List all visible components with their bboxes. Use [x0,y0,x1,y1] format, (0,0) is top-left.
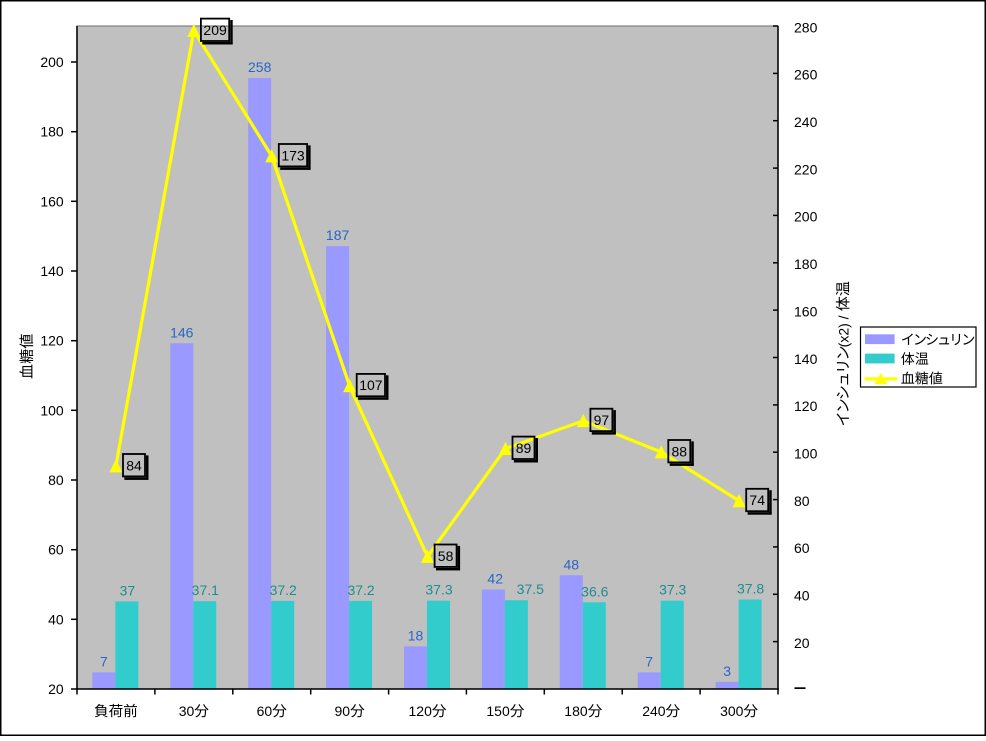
svg-text:120: 120 [40,333,64,349]
svg-text:240: 240 [794,114,818,130]
svg-text:20: 20 [794,635,810,651]
svg-text:(x2) /: (x2) / [835,315,851,347]
svg-text:150: 150 [486,703,510,719]
svg-text:48: 48 [564,556,580,572]
svg-text:100: 100 [40,402,64,418]
svg-text:120: 120 [794,398,818,414]
svg-text:89: 89 [516,440,532,456]
svg-text:18: 18 [408,627,424,643]
svg-text:80: 80 [48,472,64,488]
svg-text:260: 260 [794,67,818,83]
svg-text:37: 37 [120,582,136,598]
svg-text:140: 140 [794,351,818,367]
svg-text:280: 280 [794,19,818,35]
svg-text:180: 180 [564,703,588,719]
svg-text:240: 240 [642,703,666,719]
svg-text:160: 160 [794,303,818,319]
svg-text:100: 100 [794,446,818,462]
svg-text:180: 180 [794,256,818,272]
svg-text:146: 146 [170,324,194,340]
svg-text:120: 120 [409,703,433,719]
svg-text:60: 60 [794,540,810,556]
svg-text:37.3: 37.3 [659,582,686,598]
svg-text:40: 40 [794,588,810,604]
svg-text:60: 60 [257,703,273,719]
svg-text:180: 180 [40,124,64,140]
svg-text:200: 200 [794,209,818,225]
svg-text:173: 173 [281,147,305,163]
svg-text:200: 200 [40,54,64,70]
svg-text:7: 7 [100,653,108,669]
svg-text:37.5: 37.5 [517,581,544,597]
svg-text:37.2: 37.2 [347,582,374,598]
svg-text:30: 30 [179,703,195,719]
svg-text:160: 160 [40,193,64,209]
svg-text:36.6: 36.6 [581,583,608,599]
svg-text:37.8: 37.8 [737,581,764,597]
svg-text:7: 7 [645,653,653,669]
svg-text:20: 20 [48,681,64,697]
svg-text:97: 97 [594,412,610,428]
svg-text:90: 90 [335,703,351,719]
svg-text:187: 187 [326,227,350,243]
svg-text:37.2: 37.2 [270,582,297,598]
svg-text:300: 300 [720,703,744,719]
svg-text:258: 258 [248,59,272,75]
svg-text:107: 107 [359,377,383,393]
svg-text:37.1: 37.1 [192,582,219,598]
svg-text:88: 88 [672,443,688,459]
svg-text:80: 80 [794,493,810,509]
svg-text:58: 58 [438,548,454,564]
svg-text:220: 220 [794,161,818,177]
svg-text:60: 60 [48,542,64,558]
svg-text:37.3: 37.3 [425,582,452,598]
svg-text:42: 42 [487,571,503,587]
svg-text:84: 84 [126,457,142,473]
svg-text:3: 3 [723,663,731,679]
svg-text:40: 40 [48,611,64,627]
svg-text:209: 209 [203,22,227,38]
svg-text:140: 140 [40,263,64,279]
svg-text:74: 74 [749,492,765,508]
